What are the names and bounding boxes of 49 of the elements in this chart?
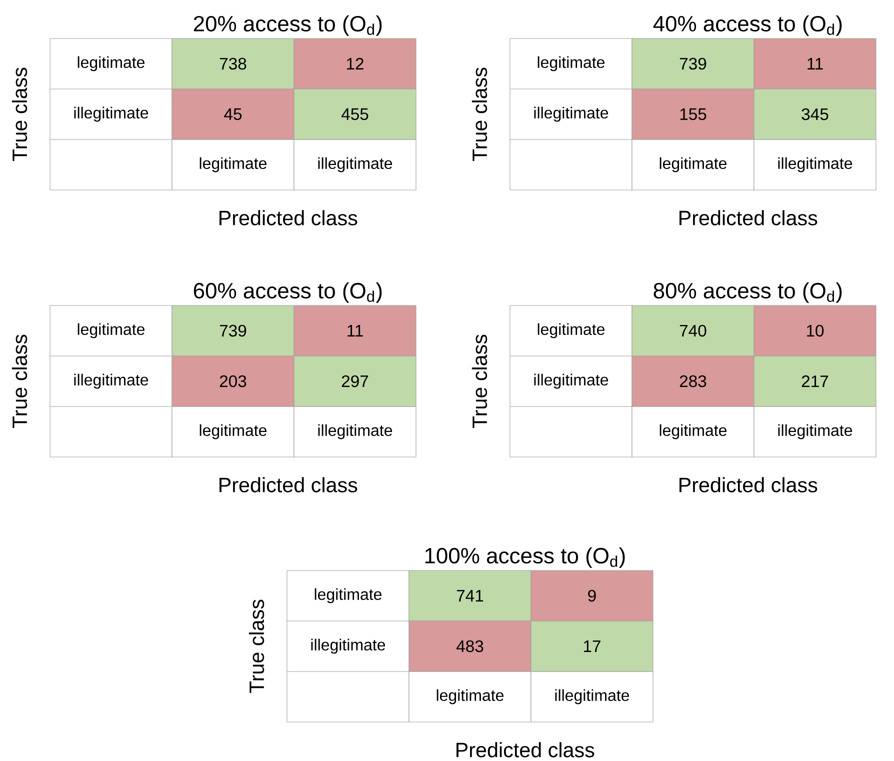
- data-label: 741: [456, 590, 484, 602]
- data-label: 45: [224, 108, 242, 120]
- x-axis-title: Predicted class: [220, 477, 358, 492]
- data-label: 739: [680, 58, 706, 70]
- y-tick-label: legitimate: [78, 323, 145, 338]
- x-axis-title: Predicted class: [220, 210, 358, 226]
- data-label: 739: [220, 324, 246, 337]
- y-tick-label: illegitimate: [534, 106, 608, 122]
- chart-title: 40% access to (O$_{d}$): [653, 15, 842, 36]
- x-tick-label: legitimate: [200, 424, 267, 440]
- y-axis-title: True class: [472, 68, 488, 162]
- y-tick-label: legitimate: [538, 323, 605, 338]
- data-label: 738: [220, 58, 246, 70]
- data-label: 283: [680, 375, 706, 388]
- data-label: 740: [680, 324, 706, 337]
- x-axis-title: Predicted class: [456, 742, 594, 758]
- data-label: 17: [584, 640, 600, 652]
- x-axis-title: Predicted class: [680, 477, 818, 492]
- data-label: 9: [588, 590, 596, 602]
- y-tick-label: illegitimate: [74, 106, 148, 122]
- data-label: 455: [341, 108, 368, 120]
- y-tick-label: legitimate: [538, 56, 605, 72]
- data-label: 155: [680, 108, 706, 120]
- data-label: 483: [456, 640, 484, 652]
- x-tick-label: illegitimate: [778, 157, 852, 172]
- y-axis-title: True class: [12, 334, 28, 428]
- x-tick-label: legitimate: [200, 157, 267, 172]
- data-label: 11: [348, 324, 363, 336]
- chart-title: 60% access to (O$_{d}$): [194, 282, 382, 303]
- data-label: 217: [802, 375, 828, 388]
- data-label: 345: [802, 108, 828, 120]
- data-label: 12: [347, 58, 364, 70]
- chart-title: 100% access to (O$_{d}$): [425, 547, 625, 568]
- chart-title: 80% access to (O$_{d}$): [654, 282, 842, 303]
- x-tick-label: legitimate: [660, 424, 726, 440]
- data-label: 10: [807, 324, 824, 337]
- data-label: 11: [808, 58, 823, 70]
- chart-title: 20% access to (O$_{d}$): [194, 15, 382, 36]
- x-tick-label: illegitimate: [778, 424, 852, 440]
- x-tick-label: legitimate: [660, 157, 726, 172]
- data-label: 297: [342, 375, 368, 388]
- y-tick-label: illegitimate: [534, 374, 608, 389]
- y-tick-label: illegitimate: [74, 374, 148, 389]
- x-axis-title: Predicted class: [680, 210, 818, 226]
- y-tick-label: legitimate: [78, 56, 145, 72]
- y-axis-title: True class: [248, 600, 264, 694]
- y-axis-title: True class: [472, 334, 488, 428]
- y-axis-title: True class: [12, 68, 28, 162]
- data-label: 203: [220, 375, 246, 388]
